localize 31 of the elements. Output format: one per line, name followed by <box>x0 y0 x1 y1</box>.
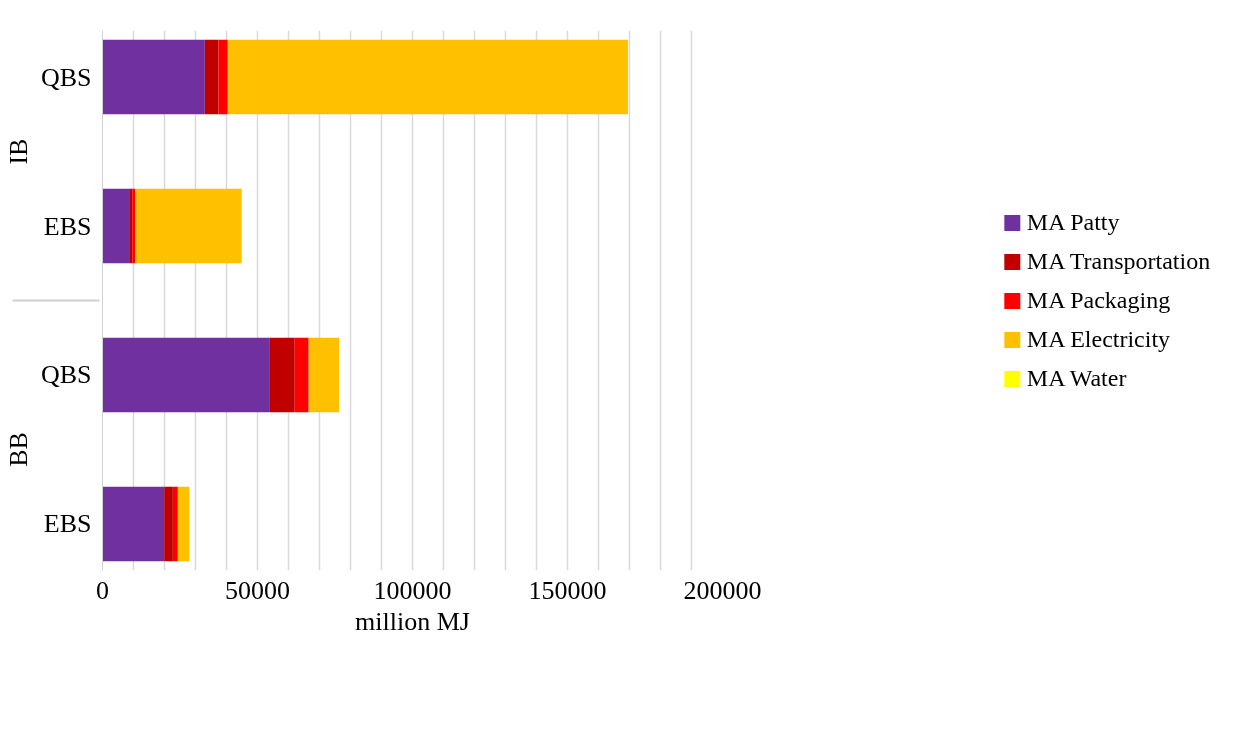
y-tick-label: QBS <box>40 360 92 390</box>
bar <box>204 39 219 115</box>
legend-label: MA Electricity <box>1026 325 1171 353</box>
bar <box>164 486 173 562</box>
x-tick-label: 150000 <box>528 575 607 605</box>
text: IB <box>3 138 33 165</box>
legend-label: MA Water <box>1026 364 1127 392</box>
y-tick-label: QBS <box>40 62 92 92</box>
x-tick-label: 0 <box>96 575 109 605</box>
bar <box>102 486 165 562</box>
x-axis-title: million MJ <box>355 606 470 636</box>
bar <box>308 337 340 413</box>
bar <box>135 188 242 264</box>
x-tick-label: 200000 <box>683 575 762 605</box>
bar <box>294 337 309 413</box>
legend-label: MA Patty <box>1026 208 1120 236</box>
bar <box>102 188 130 264</box>
bar <box>172 486 178 562</box>
legend-label: MA Packaging <box>1026 286 1171 314</box>
text: BB <box>3 432 33 467</box>
x-tick-label: 50000 <box>225 575 290 605</box>
bar <box>102 39 205 115</box>
legend-label: MA Transportation <box>1026 247 1211 275</box>
bar <box>269 337 295 413</box>
bar <box>177 486 190 562</box>
x-tick-label: 100000 <box>373 575 452 605</box>
bar <box>102 337 270 413</box>
bar <box>227 39 628 115</box>
y-tick-label: EBS <box>43 211 92 241</box>
bar <box>218 39 228 115</box>
y-tick-label: EBS <box>43 509 92 539</box>
